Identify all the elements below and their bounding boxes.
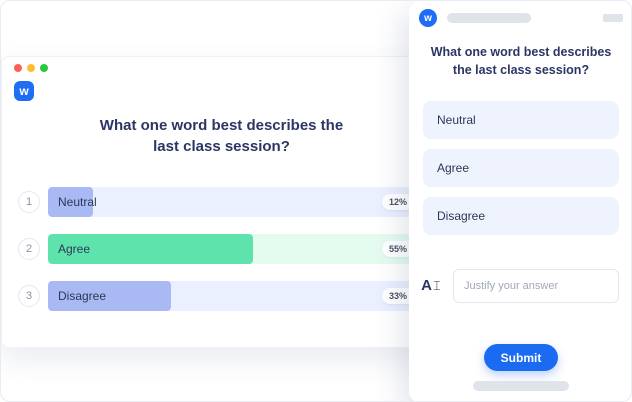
letter-a-glyph: A	[421, 277, 433, 294]
percent-badge: 55%	[381, 241, 414, 257]
question-title-text: What one word best describes the last cl…	[99, 117, 344, 155]
result-bar-fill	[48, 234, 254, 264]
result-bar-fill	[48, 187, 93, 217]
text-answer-icon: A⌶	[415, 277, 447, 295]
rank-badge: 2	[18, 238, 40, 260]
close-button[interactable]	[14, 64, 22, 72]
open-answer-row: A⌶	[415, 267, 619, 305]
menu-placeholder	[603, 14, 623, 22]
result-bar-fill	[48, 281, 172, 311]
result-bar-agree: Agree 55%	[48, 234, 421, 264]
address-bar-placeholder	[447, 13, 531, 23]
rank-badge: 1	[18, 191, 40, 213]
result-row: 3 Disagree 33%	[18, 281, 421, 311]
answer-options: Neutral Agree Disagree	[423, 101, 619, 245]
question-title: What one word best describes the last cl…	[2, 115, 441, 157]
question-title-text: What one word best describes the last cl…	[430, 45, 612, 78]
rank-badge: 3	[18, 285, 40, 307]
option-neutral[interactable]: Neutral	[423, 101, 619, 139]
option-disagree[interactable]: Disagree	[423, 197, 619, 235]
brand-logo: w	[14, 81, 34, 101]
window-controls	[14, 64, 48, 72]
zoom-button[interactable]	[40, 64, 48, 72]
text-cursor-icon: ⌶	[433, 278, 441, 293]
result-bar-neutral: Neutral 12%	[48, 187, 421, 217]
justify-answer-input[interactable]	[453, 269, 619, 303]
home-indicator-placeholder	[473, 381, 569, 391]
result-label: Neutral	[58, 195, 97, 209]
submit-button[interactable]: Submit	[484, 344, 558, 371]
result-label: Disagree	[58, 289, 107, 303]
minimize-button[interactable]	[27, 64, 35, 72]
percent-badge: 33%	[381, 288, 414, 304]
result-row: 2 Agree 55%	[18, 234, 421, 264]
result-row: 1 Neutral 12%	[18, 187, 421, 217]
mobile-participant-panel: w What one word best describes the last …	[409, 1, 631, 401]
result-label: Agree	[58, 242, 91, 256]
desktop-results-window: w What one word best describes the last …	[1, 56, 442, 348]
question-title: What one word best describes the last cl…	[409, 43, 631, 79]
brand-logo: w	[419, 9, 437, 27]
results-list: 1 Neutral 12% 2 Agree 55% 3	[18, 187, 421, 328]
percent-badge: 12%	[381, 194, 414, 210]
result-bar-disagree: Disagree 33%	[48, 281, 421, 311]
option-agree[interactable]: Agree	[423, 149, 619, 187]
